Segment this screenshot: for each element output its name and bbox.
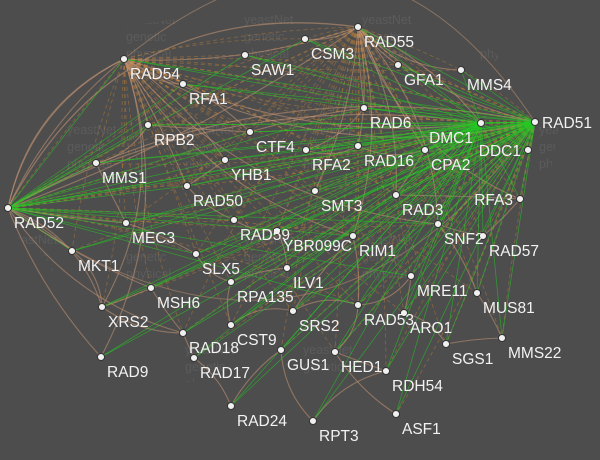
svg-text:RDH54: RDH54 bbox=[392, 378, 443, 395]
svg-text:RAD51: RAD51 bbox=[542, 115, 592, 132]
svg-text:SGS1: SGS1 bbox=[452, 351, 493, 368]
svg-text:XRS2: XRS2 bbox=[108, 314, 149, 331]
svg-text:DMC1: DMC1 bbox=[429, 130, 473, 147]
svg-text:MEC3: MEC3 bbox=[132, 230, 175, 247]
svg-text:MSH6: MSH6 bbox=[157, 295, 200, 312]
svg-text:MMS1: MMS1 bbox=[102, 170, 147, 187]
svg-text:ASF1: ASF1 bbox=[402, 421, 441, 438]
svg-text:RAD54: RAD54 bbox=[130, 66, 180, 83]
svg-text:RFA2: RFA2 bbox=[312, 157, 351, 174]
svg-text:RAD52: RAD52 bbox=[14, 215, 64, 232]
svg-text:RPT3: RPT3 bbox=[319, 428, 359, 445]
svg-text:RAD18: RAD18 bbox=[189, 340, 239, 357]
svg-text:HED1: HED1 bbox=[341, 359, 382, 376]
svg-text:SLX5: SLX5 bbox=[202, 261, 240, 278]
svg-text:RPA135: RPA135 bbox=[237, 289, 294, 306]
svg-text:SAW1: SAW1 bbox=[251, 62, 294, 79]
svg-text:GUS1: GUS1 bbox=[287, 357, 329, 374]
svg-text:yeastNet: yeastNet bbox=[303, 343, 353, 357]
svg-text:RAD50: RAD50 bbox=[193, 193, 243, 210]
svg-text:ILV1: ILV1 bbox=[293, 275, 324, 292]
svg-text:RAD59: RAD59 bbox=[240, 227, 290, 244]
svg-text:DDC1: DDC1 bbox=[479, 143, 521, 160]
svg-text:RAD24: RAD24 bbox=[237, 413, 287, 430]
svg-text:YBR099C: YBR099C bbox=[283, 238, 352, 255]
svg-text:YHB1: YHB1 bbox=[231, 167, 272, 184]
svg-text:MKT1: MKT1 bbox=[78, 258, 119, 275]
svg-text:SNF2: SNF2 bbox=[444, 231, 484, 248]
svg-text:CST9: CST9 bbox=[237, 332, 277, 349]
svg-text:SMT3: SMT3 bbox=[321, 198, 362, 215]
svg-text:RAD9: RAD9 bbox=[107, 364, 148, 381]
svg-text:MUS81: MUS81 bbox=[483, 300, 535, 317]
svg-text:RIM1: RIM1 bbox=[359, 243, 396, 260]
svg-text:yeastNet: yeastNet bbox=[362, 13, 412, 27]
svg-text:RPB2: RPB2 bbox=[154, 132, 195, 149]
svg-text:ARO1: ARO1 bbox=[410, 320, 452, 337]
svg-text:RAD55: RAD55 bbox=[364, 34, 414, 51]
svg-text:MMS22: MMS22 bbox=[508, 345, 561, 362]
svg-text:yeastNet: yeastNet bbox=[67, 123, 117, 137]
svg-text:RAD16: RAD16 bbox=[364, 153, 414, 170]
svg-text:RAD17: RAD17 bbox=[200, 365, 250, 382]
svg-text:RFA3: RFA3 bbox=[474, 192, 513, 209]
svg-text:RAD57: RAD57 bbox=[489, 243, 539, 260]
svg-text:CSM3: CSM3 bbox=[311, 46, 354, 63]
svg-text:CPA2: CPA2 bbox=[431, 157, 470, 174]
svg-text:RAD6: RAD6 bbox=[370, 115, 411, 132]
svg-text:MRE11: MRE11 bbox=[417, 283, 468, 300]
svg-text:RAD53: RAD53 bbox=[364, 312, 414, 329]
svg-text:MMS4: MMS4 bbox=[467, 77, 512, 94]
svg-text:CTF4: CTF4 bbox=[256, 139, 295, 156]
svg-text:SRS2: SRS2 bbox=[299, 318, 340, 335]
svg-text:RFA1: RFA1 bbox=[189, 91, 228, 108]
svg-text:RAD3: RAD3 bbox=[402, 202, 443, 219]
svg-text:yeastNet: yeastNet bbox=[244, 13, 294, 27]
svg-text:GFA1: GFA1 bbox=[404, 72, 444, 89]
